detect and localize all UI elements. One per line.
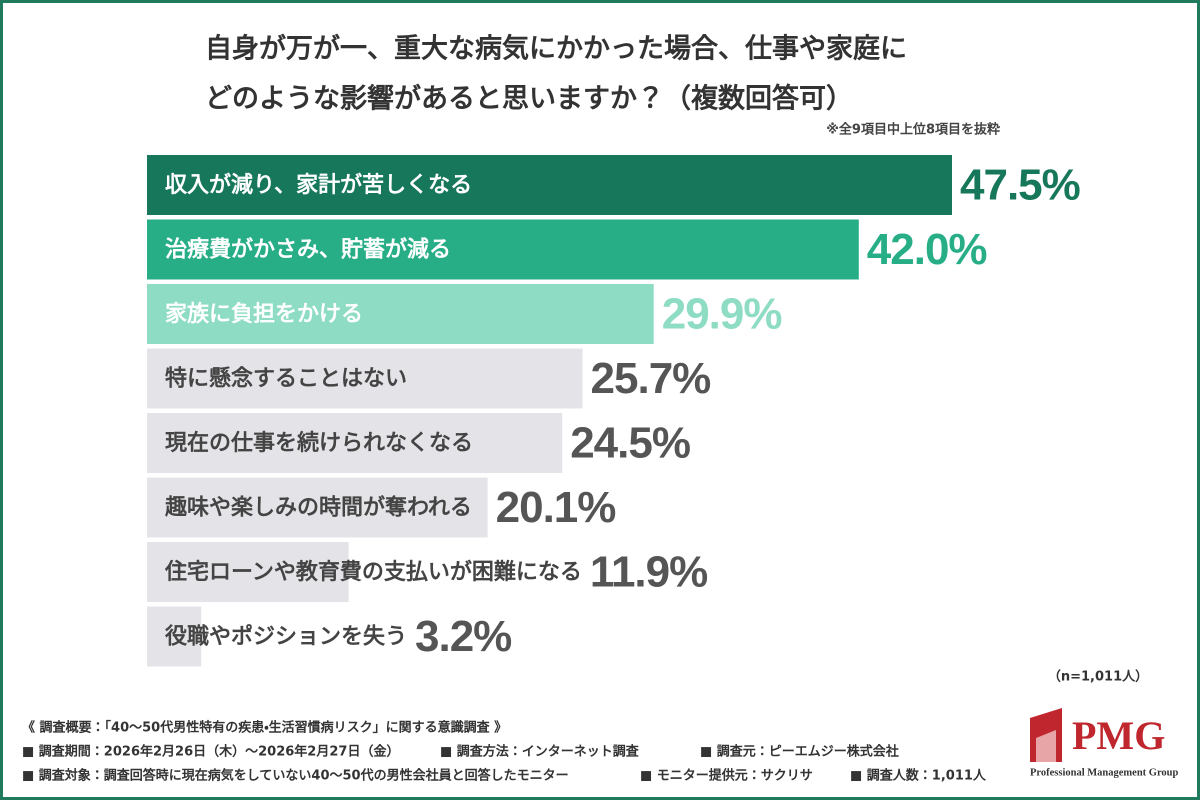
survey-item: ■ 調査対象：調査回答時に現在病気をしていない40～50代の男性会社員と回答した…	[22, 768, 569, 784]
survey-item: ■ 調査方法：インターネット調査	[440, 744, 640, 760]
bar	[147, 413, 563, 473]
bar	[147, 606, 202, 667]
category-label: 趣味や楽しみの時間が奪われる	[164, 495, 472, 521]
category-label: 住宅ローンや教育費の支払いが困難になる	[164, 559, 582, 585]
bars: 収入が減り、家計が苦しくなる 47.5% 治療費がかさみ、貯蓄が減る 42.0% 家族に…	[147, 155, 1081, 667]
value-label: 20.1%	[496, 483, 616, 532]
logo-text: PMG	[1072, 713, 1165, 758]
category-label: 収入が減り、家計が苦しくなる	[165, 172, 472, 198]
value-label: 11.9%	[590, 548, 707, 597]
value-label: 3.2%	[415, 612, 511, 661]
category-label: 役職やポジションを失う	[164, 624, 407, 650]
survey-item: ■ モニター提供元：サクリサ	[640, 768, 813, 784]
survey-item: ■ 調査人数：1,011人	[850, 768, 987, 784]
value-label: 42.0%	[867, 225, 987, 274]
logo: PMG Professional Management Group	[1030, 708, 1179, 778]
sample-note: （n=1,011人）	[1048, 669, 1148, 685]
value-label: 29.9%	[662, 290, 782, 339]
survey-heading: 《 調査概要：「40～50代男性特有の疾患・生活習慣病リスク」に関する意識調査 …	[22, 720, 507, 736]
value-label: 24.5%	[570, 419, 690, 468]
category-label: 治療費がかさみ、貯蓄が減る	[165, 237, 451, 263]
chart-title: 自身が万が一、重大な病気にかかった場合、仕事や家庭に	[205, 33, 907, 65]
category-label: 家族に負担をかける	[165, 301, 363, 327]
category-label: 特に懸念することはない	[165, 366, 407, 392]
logo-icon	[1036, 730, 1056, 762]
logo-subtitle: Professional Management Group	[1030, 767, 1179, 778]
bar	[147, 219, 859, 280]
value-label: 47.5%	[960, 161, 1080, 210]
bar	[147, 284, 654, 344]
value-label: 25.7%	[591, 354, 711, 403]
bar	[147, 477, 488, 538]
bar	[147, 542, 349, 602]
survey-item: ■ 調査期間：2026年2月26日（木）～2026年2月27日（金）	[22, 744, 399, 760]
note: ※全9項目中上位8項目を抜粋	[826, 122, 1000, 138]
bar	[147, 348, 583, 409]
survey-item: ■ 調査元：ピーエムジー株式会社	[700, 744, 899, 760]
bar	[147, 155, 952, 215]
category-label: 現在の仕事を続けられなくなる	[165, 430, 473, 456]
chart-title: どのような影響があると思いますか？（複数回答可）	[205, 83, 853, 115]
